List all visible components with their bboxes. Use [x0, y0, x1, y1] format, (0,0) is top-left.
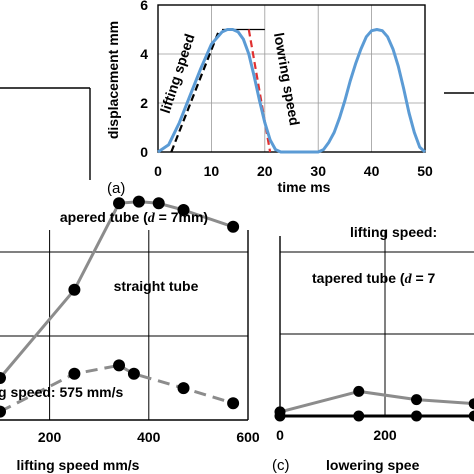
panel-b: 200 400 600 apered tube (d = 7mm) straight…	[0, 195, 260, 473]
b-data-point	[177, 382, 190, 395]
a-xtick-label: 0	[154, 163, 162, 179]
b-tick-labels: 200 400 600	[38, 429, 260, 445]
a-ytick-label: 6	[140, 0, 148, 13]
a-xtick-label: 50	[417, 163, 433, 179]
a-displacement-line	[157, 28, 427, 154]
c-tick-labels: 0 200	[276, 427, 397, 443]
b-data-point	[113, 359, 126, 372]
c-data-point	[468, 398, 474, 410]
b-middle-text: straight tube	[114, 278, 199, 294]
a-tick-labels: 0 10 20 30 40 50 0 2 4 6	[140, 0, 433, 179]
c-data-point	[353, 410, 365, 422]
a-xlabel: time ms	[278, 179, 331, 195]
a-ytick-label: 2	[140, 95, 148, 111]
c-data-point	[468, 410, 474, 422]
b-data-point	[177, 204, 190, 216]
b-data-point	[127, 367, 140, 380]
c-data-point	[411, 410, 422, 422]
b-bottom-text: g speed: 575 mm/s	[0, 384, 123, 400]
b-data-point	[227, 397, 240, 410]
c-series	[274, 385, 474, 422]
c-top-text: lifting speed:	[350, 224, 437, 240]
c-xlabel: lowering spee	[326, 457, 420, 473]
a-xtick-label: 30	[310, 163, 326, 179]
b-xlabel: lifting speed mm/s	[17, 457, 140, 473]
a-ytick-label: 4	[140, 46, 148, 62]
a-ylabel: displacement mm	[105, 21, 121, 139]
b-top-text: apered tube (d = 7mm)	[60, 209, 208, 226]
a-ytick-label: 0	[140, 144, 148, 160]
c-series-line	[279, 389, 474, 414]
panel-c: 0 200 lifting speed: tapered tube (d = 7 …	[272, 224, 474, 474]
c-xtick-label: 200	[373, 427, 397, 443]
c-xtick-label: 0	[276, 427, 284, 443]
b-data-point	[0, 372, 6, 384]
b-xtick-label: 600	[236, 429, 260, 445]
b-grid	[0, 230, 249, 421]
b-series-line	[0, 363, 234, 413]
c-panel-label: (c)	[272, 457, 290, 474]
c-data-point	[353, 385, 365, 397]
a-series	[157, 28, 427, 154]
b-series	[0, 195, 240, 418]
a-grid	[157, 4, 426, 153]
a-xtick-label: 10	[204, 163, 220, 179]
c-data-point	[411, 394, 422, 406]
a-panel-label: (a)	[107, 180, 125, 197]
b-data-point	[113, 197, 126, 210]
b-data-point	[152, 197, 165, 210]
c-data-point	[274, 410, 286, 422]
b-data-point	[132, 195, 145, 208]
b-data-point	[68, 367, 81, 380]
c-middle-text: tapered tube (d = 7	[312, 270, 436, 287]
b-xtick-label: 400	[137, 429, 161, 445]
a-xtick-label: 40	[364, 163, 380, 179]
b-data-point	[0, 405, 6, 418]
b-xtick-label: 200	[38, 429, 62, 445]
b-data-point	[68, 283, 81, 296]
b-data-point	[227, 220, 240, 233]
a-xtick-label: 20	[257, 163, 273, 179]
